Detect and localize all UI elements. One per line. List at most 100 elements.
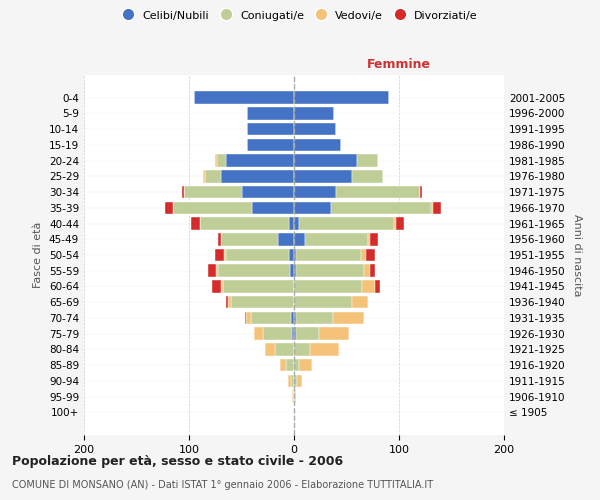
Text: COMUNE DI MONSANO (AN) - Dati ISTAT 1° gennaio 2006 - Elaborazione TUTTITALIA.IT: COMUNE DI MONSANO (AN) - Dati ISTAT 1° g… [12, 480, 433, 490]
Bar [296, 248, 361, 262]
Bar [294, 170, 352, 182]
Bar [375, 280, 380, 293]
Bar [364, 264, 370, 277]
Bar [205, 170, 221, 182]
Bar [263, 328, 292, 340]
Bar [226, 154, 294, 167]
Bar [254, 328, 263, 340]
Bar [221, 233, 278, 245]
Bar [182, 186, 184, 198]
Bar [294, 202, 331, 214]
Bar [265, 343, 275, 355]
Bar [291, 374, 294, 387]
Bar [215, 154, 217, 167]
Bar [288, 374, 291, 387]
Bar [294, 390, 295, 403]
Bar [223, 280, 294, 293]
Bar [294, 123, 336, 136]
Bar [370, 264, 375, 277]
Bar [241, 186, 294, 198]
Bar [290, 264, 294, 277]
Bar [251, 312, 291, 324]
Bar [224, 248, 226, 262]
Bar [352, 296, 367, 308]
Bar [215, 248, 224, 262]
Bar [367, 248, 375, 262]
Bar [199, 217, 289, 230]
Y-axis label: Fasce di età: Fasce di età [34, 222, 43, 288]
Bar [296, 312, 333, 324]
Bar [226, 248, 289, 262]
Bar [184, 186, 241, 198]
Bar [294, 374, 297, 387]
Bar [286, 359, 294, 372]
Bar [294, 154, 357, 167]
Bar [305, 233, 367, 245]
Bar [433, 202, 441, 214]
Legend: Celibi/Nubili, Coniugati/e, Vedovi/e, Divorziati/e: Celibi/Nubili, Coniugati/e, Vedovi/e, Di… [118, 6, 482, 25]
Bar [280, 359, 286, 372]
Bar [246, 312, 251, 324]
Bar [294, 233, 305, 245]
Bar [296, 264, 364, 277]
Y-axis label: Anni di nascita: Anni di nascita [572, 214, 582, 296]
Bar [294, 280, 362, 293]
Bar [370, 233, 378, 245]
Bar [218, 233, 221, 245]
Text: Popolazione per età, sesso e stato civile - 2006: Popolazione per età, sesso e stato civil… [12, 455, 343, 468]
Bar [336, 186, 420, 198]
Bar [247, 107, 294, 120]
Bar [216, 264, 218, 277]
Bar [278, 233, 294, 245]
Bar [333, 312, 364, 324]
Bar [231, 296, 294, 308]
Bar [297, 374, 302, 387]
Bar [275, 343, 294, 355]
Bar [218, 264, 290, 277]
Bar [294, 328, 296, 340]
Bar [208, 264, 217, 277]
Bar [352, 170, 383, 182]
Bar [165, 202, 173, 214]
Bar [294, 217, 299, 230]
Bar [247, 123, 294, 136]
Bar [294, 296, 352, 308]
Bar [292, 390, 293, 403]
Bar [299, 217, 394, 230]
Bar [173, 202, 252, 214]
Bar [294, 312, 296, 324]
Bar [299, 359, 312, 372]
Bar [420, 186, 422, 198]
Bar [212, 280, 221, 293]
Bar [289, 217, 294, 230]
Bar [221, 280, 223, 293]
Bar [296, 328, 319, 340]
Bar [221, 170, 294, 182]
Bar [292, 328, 294, 340]
Bar [294, 248, 296, 262]
Bar [362, 280, 375, 293]
Bar [357, 154, 378, 167]
Text: Femmine: Femmine [367, 58, 431, 71]
Bar [228, 296, 231, 308]
Bar [217, 154, 226, 167]
Bar [247, 138, 294, 151]
Bar [367, 233, 370, 245]
Bar [361, 248, 367, 262]
Bar [294, 92, 389, 104]
Bar [294, 138, 341, 151]
Bar [294, 359, 299, 372]
Bar [226, 296, 228, 308]
Bar [295, 390, 296, 403]
Bar [291, 312, 294, 324]
Bar [245, 312, 246, 324]
Bar [294, 264, 296, 277]
Bar [294, 107, 334, 120]
Bar [310, 343, 339, 355]
Bar [203, 170, 205, 182]
Bar [331, 202, 431, 214]
Bar [289, 248, 294, 262]
Bar [191, 217, 199, 230]
Bar [319, 328, 349, 340]
Bar [394, 217, 396, 230]
